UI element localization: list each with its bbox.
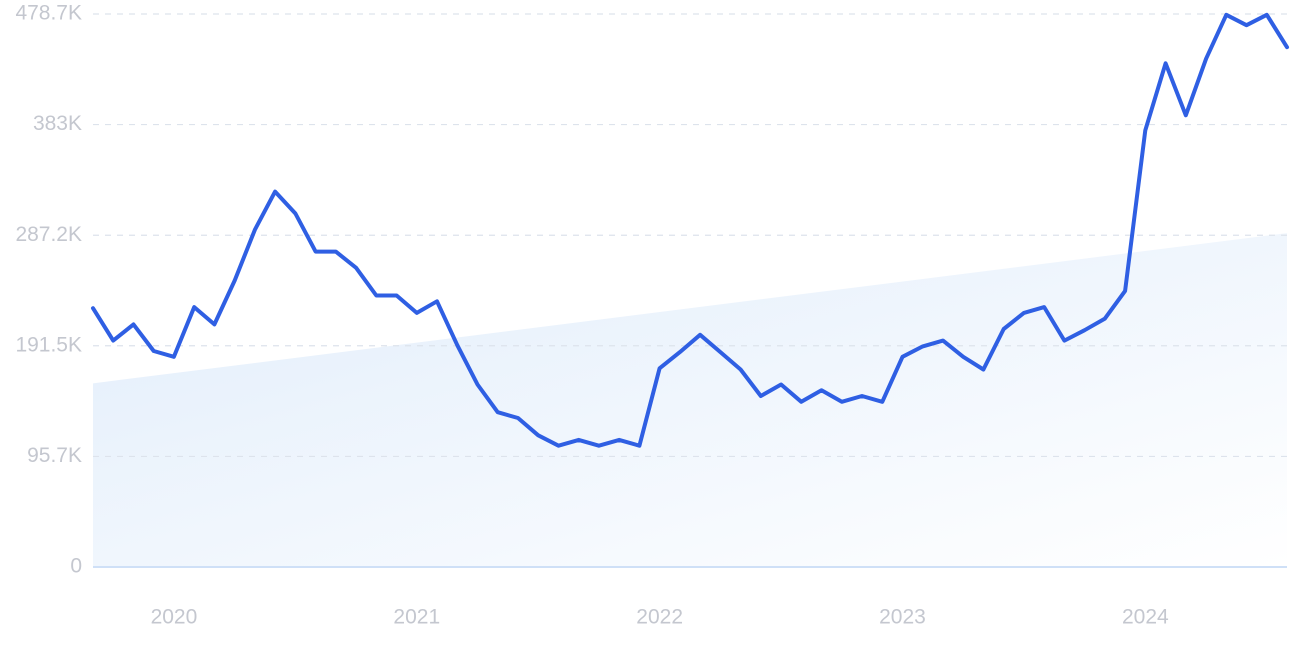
trend-area: [93, 233, 1287, 567]
x-tick-label: 2020: [151, 606, 198, 629]
x-tick-label: 2022: [636, 606, 683, 629]
line: [91, 12, 1289, 448]
y-tick-label: 191.5K: [15, 333, 82, 356]
y-tick-label: 0: [70, 555, 82, 578]
y-tick-label: 478.7K: [15, 2, 82, 25]
y-tick-label: 95.7K: [27, 444, 82, 467]
y-tick-label: 287.2K: [15, 223, 82, 246]
x-tick-label: 2023: [879, 606, 926, 629]
y-tick-label: 383K: [33, 112, 82, 135]
x-tick-label: 2024: [1122, 606, 1169, 629]
x-tick-label: 2021: [393, 606, 440, 629]
